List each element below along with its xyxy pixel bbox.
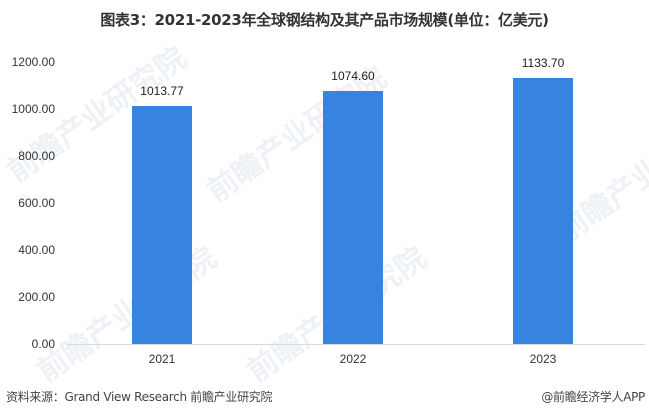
x-tick-label: 2022 — [339, 352, 367, 366]
source-note: 资料来源：Grand View Research 前瞻产业研究院 — [6, 390, 273, 404]
y-tick-label: 400.00 — [18, 243, 55, 257]
y-tick-label: 1000.00 — [11, 102, 55, 116]
bar-2022 — [323, 91, 383, 344]
chart-title: 图表3：2021-2023年全球钢结构及其产品市场规模(单位：亿美元) — [100, 11, 549, 29]
y-tick-label: 1200.00 — [11, 55, 55, 69]
x-tick-label: 2021 — [148, 352, 176, 366]
data-label: 1013.77 — [140, 83, 184, 98]
y-tick-label: 800.00 — [18, 149, 55, 163]
data-label: 1133.70 — [521, 55, 565, 70]
data-label: 1074.60 — [331, 69, 375, 84]
brand-credit: @前瞻经济学人APP — [541, 390, 645, 404]
y-tick-label: 0.00 — [31, 337, 55, 351]
x-axis-line — [67, 344, 645, 345]
bar-2023 — [513, 77, 573, 344]
y-tick-label: 600.00 — [18, 196, 55, 210]
x-tick-label: 2023 — [529, 352, 557, 366]
bar-2021 — [132, 105, 192, 344]
watermark: 前瞻产业研究院 — [30, 240, 224, 390]
y-tick-label: 200.00 — [18, 290, 55, 304]
